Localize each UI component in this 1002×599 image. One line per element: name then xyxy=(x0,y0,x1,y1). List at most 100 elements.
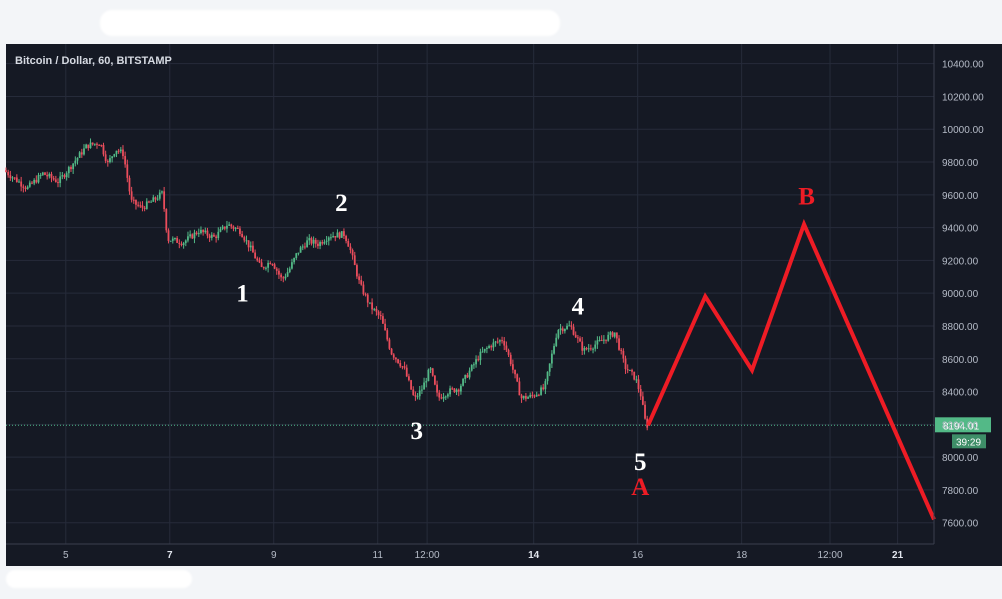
candle-body xyxy=(531,394,534,396)
candle-body xyxy=(544,381,547,390)
candle-body xyxy=(98,144,101,146)
candle-body xyxy=(618,338,620,350)
candle-body xyxy=(475,359,477,365)
candle-body xyxy=(609,332,612,335)
candle-body xyxy=(622,350,625,359)
candle-body xyxy=(535,394,538,397)
candle-body xyxy=(377,311,380,315)
candle-body xyxy=(498,340,501,342)
candle-body xyxy=(83,148,85,155)
candle-body xyxy=(171,238,174,241)
candle-body xyxy=(570,325,573,327)
candle-body xyxy=(158,192,161,199)
candle-body xyxy=(362,284,365,295)
candle-body xyxy=(293,257,296,263)
time-axis-label: 5 xyxy=(63,550,69,561)
candle-body xyxy=(111,156,114,159)
candle-body xyxy=(210,234,213,238)
candle-body xyxy=(124,156,127,165)
candle-body xyxy=(628,369,631,371)
candle-body xyxy=(11,177,14,179)
candle-body xyxy=(128,177,131,192)
candle-body xyxy=(59,176,62,183)
candle-body xyxy=(524,396,527,399)
candle-body xyxy=(295,253,298,258)
candle-body xyxy=(109,158,111,163)
candle-body xyxy=(472,364,475,366)
candle-body xyxy=(204,230,207,233)
candle-body xyxy=(598,340,601,342)
candle-body xyxy=(594,344,597,349)
candle-body xyxy=(122,149,124,157)
candle-body xyxy=(464,374,467,379)
candle-body xyxy=(431,368,434,376)
candle-body xyxy=(382,316,384,324)
candle-body xyxy=(161,191,163,193)
candle-body xyxy=(245,240,248,242)
time-axis-label: 14 xyxy=(528,550,540,561)
redacted-header-smudge xyxy=(100,10,560,36)
time-axis-label: 9 xyxy=(271,550,277,561)
candle-body xyxy=(85,144,88,149)
candle-body xyxy=(258,260,261,263)
candle-body xyxy=(364,294,367,296)
price-axis-label: 8000.00 xyxy=(942,453,979,464)
candle-body xyxy=(297,252,300,254)
candle-body xyxy=(28,182,31,187)
candle-body xyxy=(197,233,200,235)
wave-label-3: 3 xyxy=(410,418,423,445)
candle-body xyxy=(447,394,449,397)
candle-body xyxy=(106,160,109,163)
candle-body xyxy=(566,325,568,330)
candle-body xyxy=(631,369,633,372)
candle-body xyxy=(384,323,386,331)
candle-body xyxy=(202,229,205,233)
candle-body xyxy=(169,240,172,242)
wave-label-5: 5 xyxy=(634,449,647,476)
candle-body xyxy=(602,339,605,341)
time-axis-label: 12:00 xyxy=(415,550,440,561)
price-axis-label: 7600.00 xyxy=(942,519,979,530)
candle-body xyxy=(334,236,337,238)
candle-body xyxy=(379,314,382,317)
candle-body xyxy=(388,339,391,349)
candle-body xyxy=(132,199,135,201)
candle-body xyxy=(485,347,488,349)
candle-body xyxy=(613,332,616,337)
candle-body xyxy=(546,371,549,382)
candle-body xyxy=(330,237,332,239)
candle-body xyxy=(135,199,137,205)
candle-body xyxy=(340,231,343,238)
candle-body xyxy=(15,177,18,182)
candle-body xyxy=(143,207,146,209)
candle-body xyxy=(637,379,640,389)
candle-body xyxy=(301,246,304,248)
candle-body xyxy=(624,358,627,370)
countdown-tag xyxy=(952,434,986,449)
candle-body xyxy=(466,374,469,378)
price-axis-label: 8800.00 xyxy=(942,322,979,333)
candle-body xyxy=(26,186,29,189)
candle-body xyxy=(273,264,276,269)
candle-body xyxy=(444,396,447,398)
candle-body xyxy=(18,181,20,183)
candle-body xyxy=(568,325,571,327)
candle-body xyxy=(514,369,516,375)
candle-body xyxy=(488,346,490,348)
candle-body xyxy=(607,334,610,341)
candle-body xyxy=(165,209,168,231)
candle-body xyxy=(20,181,23,187)
candle-body xyxy=(418,390,421,397)
candle-body xyxy=(226,225,228,229)
candle-body xyxy=(50,173,53,179)
time-axis-label: 7 xyxy=(167,550,173,561)
candle-body xyxy=(369,302,371,304)
candle-body xyxy=(397,359,399,364)
candle-body xyxy=(483,348,486,352)
candle-body xyxy=(193,232,196,239)
candle-body xyxy=(271,264,274,266)
candle-body xyxy=(70,167,72,170)
candle-body xyxy=(113,154,116,157)
candle-body xyxy=(434,375,436,385)
